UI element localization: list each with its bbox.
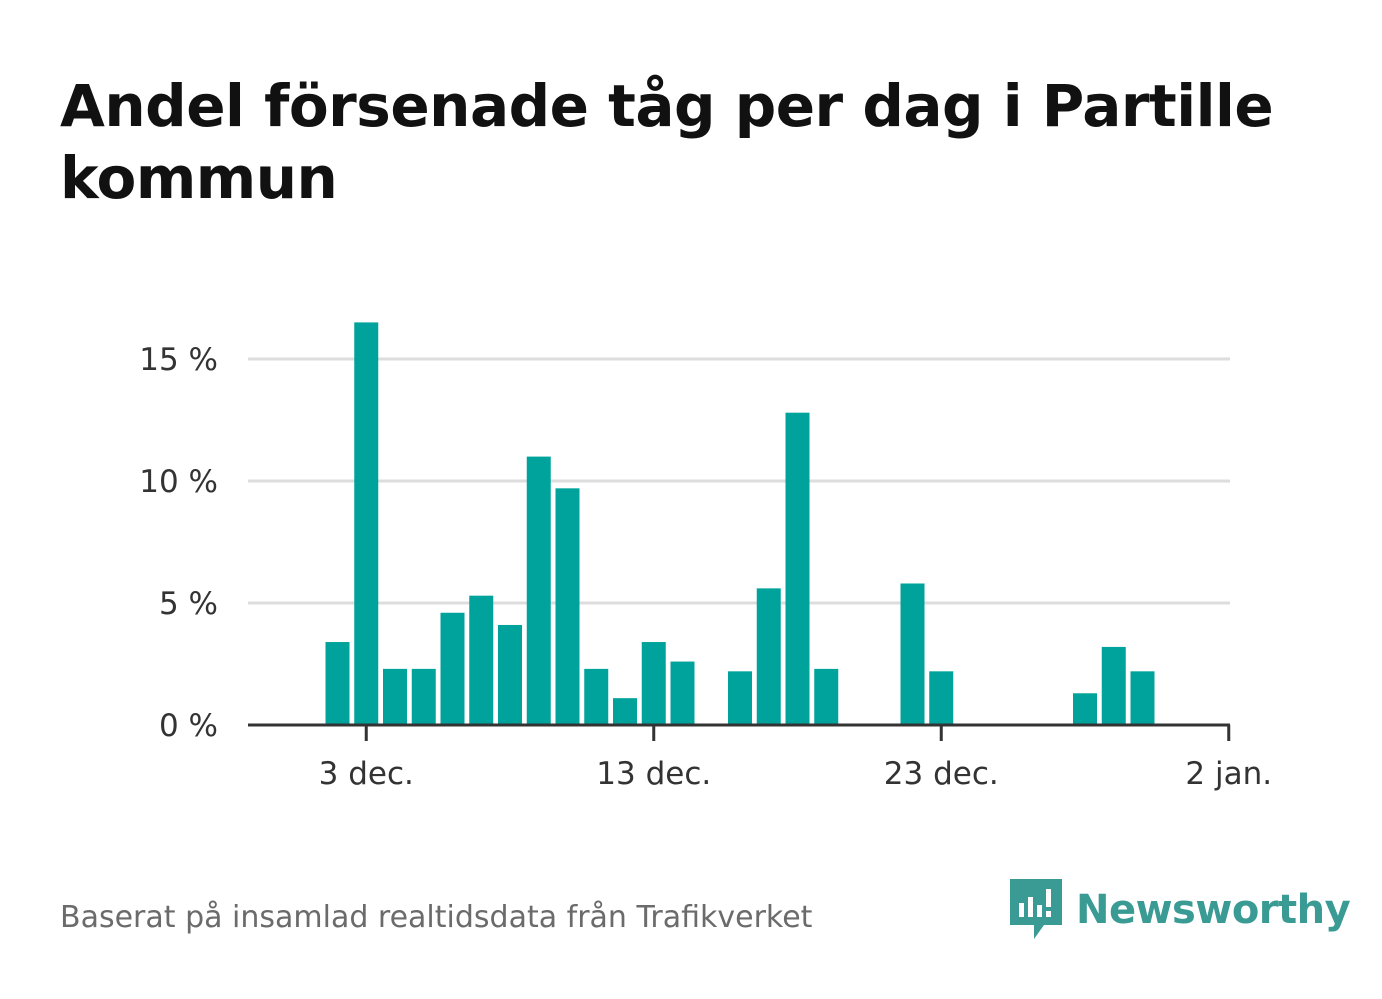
- bar: [728, 671, 752, 725]
- newsworthy-logo-icon: [1010, 879, 1062, 939]
- bar: [469, 595, 494, 725]
- bar: [900, 583, 925, 725]
- bar: [1073, 693, 1097, 725]
- bar: [526, 456, 551, 725]
- bar: [411, 668, 436, 725]
- chart-title: Andel försenade tåg per dag i Partille k…: [60, 72, 1274, 212]
- x-tick-label: 13 dec.: [596, 756, 711, 792]
- source-note: Baserat på insamlad realtidsdata från Tr…: [60, 900, 813, 935]
- brand-logo[interactable]: Newsworthy: [1010, 878, 1351, 942]
- bar: [814, 668, 839, 725]
- bar: [498, 624, 522, 725]
- bar: [440, 612, 465, 725]
- bar: [584, 668, 609, 725]
- bar: [1101, 646, 1126, 725]
- y-tick-label: 10 %: [139, 464, 218, 500]
- x-tick-label: 2 jan.: [1185, 756, 1272, 792]
- brand-name: Newsworthy: [1076, 887, 1351, 933]
- y-tick-label: 0 %: [159, 708, 218, 744]
- x-tick-label: 23 dec.: [884, 756, 999, 792]
- bar: [670, 661, 695, 725]
- y-tick-label: 5 %: [159, 586, 218, 622]
- bar: [383, 668, 407, 725]
- bar: [756, 588, 781, 725]
- x-tick-label: 3 dec.: [319, 756, 414, 792]
- y-tick-label: 15 %: [139, 342, 218, 378]
- bar: [354, 322, 379, 725]
- bar: [785, 412, 810, 725]
- bar: [555, 488, 580, 725]
- bar: [641, 642, 666, 725]
- bar: [929, 671, 954, 725]
- bar: [613, 698, 637, 725]
- bar: [1130, 671, 1155, 725]
- bar: [325, 642, 350, 725]
